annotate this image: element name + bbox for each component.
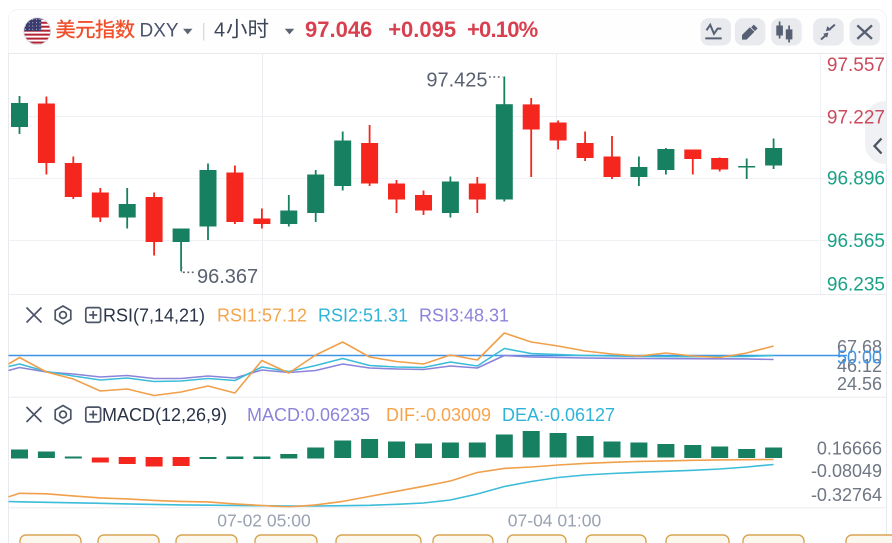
svg-text:97.046: 97.046 (305, 17, 372, 42)
svg-text:MACD:0.06235: MACD:0.06235 (247, 405, 370, 425)
svg-text:DIF:-0.03009: DIF:-0.03009 (386, 405, 491, 425)
svg-text:RSI2:51.31: RSI2:51.31 (318, 305, 408, 325)
svg-text:MACD(12,26,9): MACD(12,26,9) (102, 405, 227, 425)
svg-text:+0.095: +0.095 (388, 17, 456, 42)
svg-text:07-04 01:00: 07-04 01:00 (508, 510, 602, 530)
svg-text:-0.32764: -0.32764 (811, 485, 882, 505)
svg-text:24.56: 24.56 (837, 374, 882, 394)
svg-text:97.425: 97.425 (426, 70, 487, 92)
svg-text:0.16666: 0.16666 (817, 438, 882, 458)
svg-text:DXY: DXY (140, 20, 179, 41)
svg-text:96.367: 96.367 (197, 266, 258, 288)
svg-text:DEA:-0.06127: DEA:-0.06127 (502, 405, 615, 425)
svg-text:-0.08049: -0.08049 (811, 461, 882, 481)
svg-text:96.235: 96.235 (827, 274, 885, 295)
svg-text:RSI3:48.31: RSI3:48.31 (419, 305, 509, 325)
svg-text:97.557: 97.557 (827, 55, 885, 76)
svg-text:97.227: 97.227 (827, 107, 885, 128)
svg-text:46.12: 46.12 (837, 356, 882, 376)
svg-text:+0.10%: +0.10% (467, 17, 538, 42)
svg-text:4: 4 (214, 20, 225, 42)
svg-text:RSI1:57.12: RSI1:57.12 (217, 305, 307, 325)
svg-text:96.565: 96.565 (827, 231, 885, 252)
svg-text:50.00: 50.00 (837, 347, 882, 367)
svg-text:07-02 05:00: 07-02 05:00 (217, 510, 311, 530)
svg-text:96.896: 96.896 (827, 168, 885, 189)
svg-text:67.68: 67.68 (837, 337, 882, 357)
svg-text:RSI(7,14,21): RSI(7,14,21) (103, 305, 205, 325)
